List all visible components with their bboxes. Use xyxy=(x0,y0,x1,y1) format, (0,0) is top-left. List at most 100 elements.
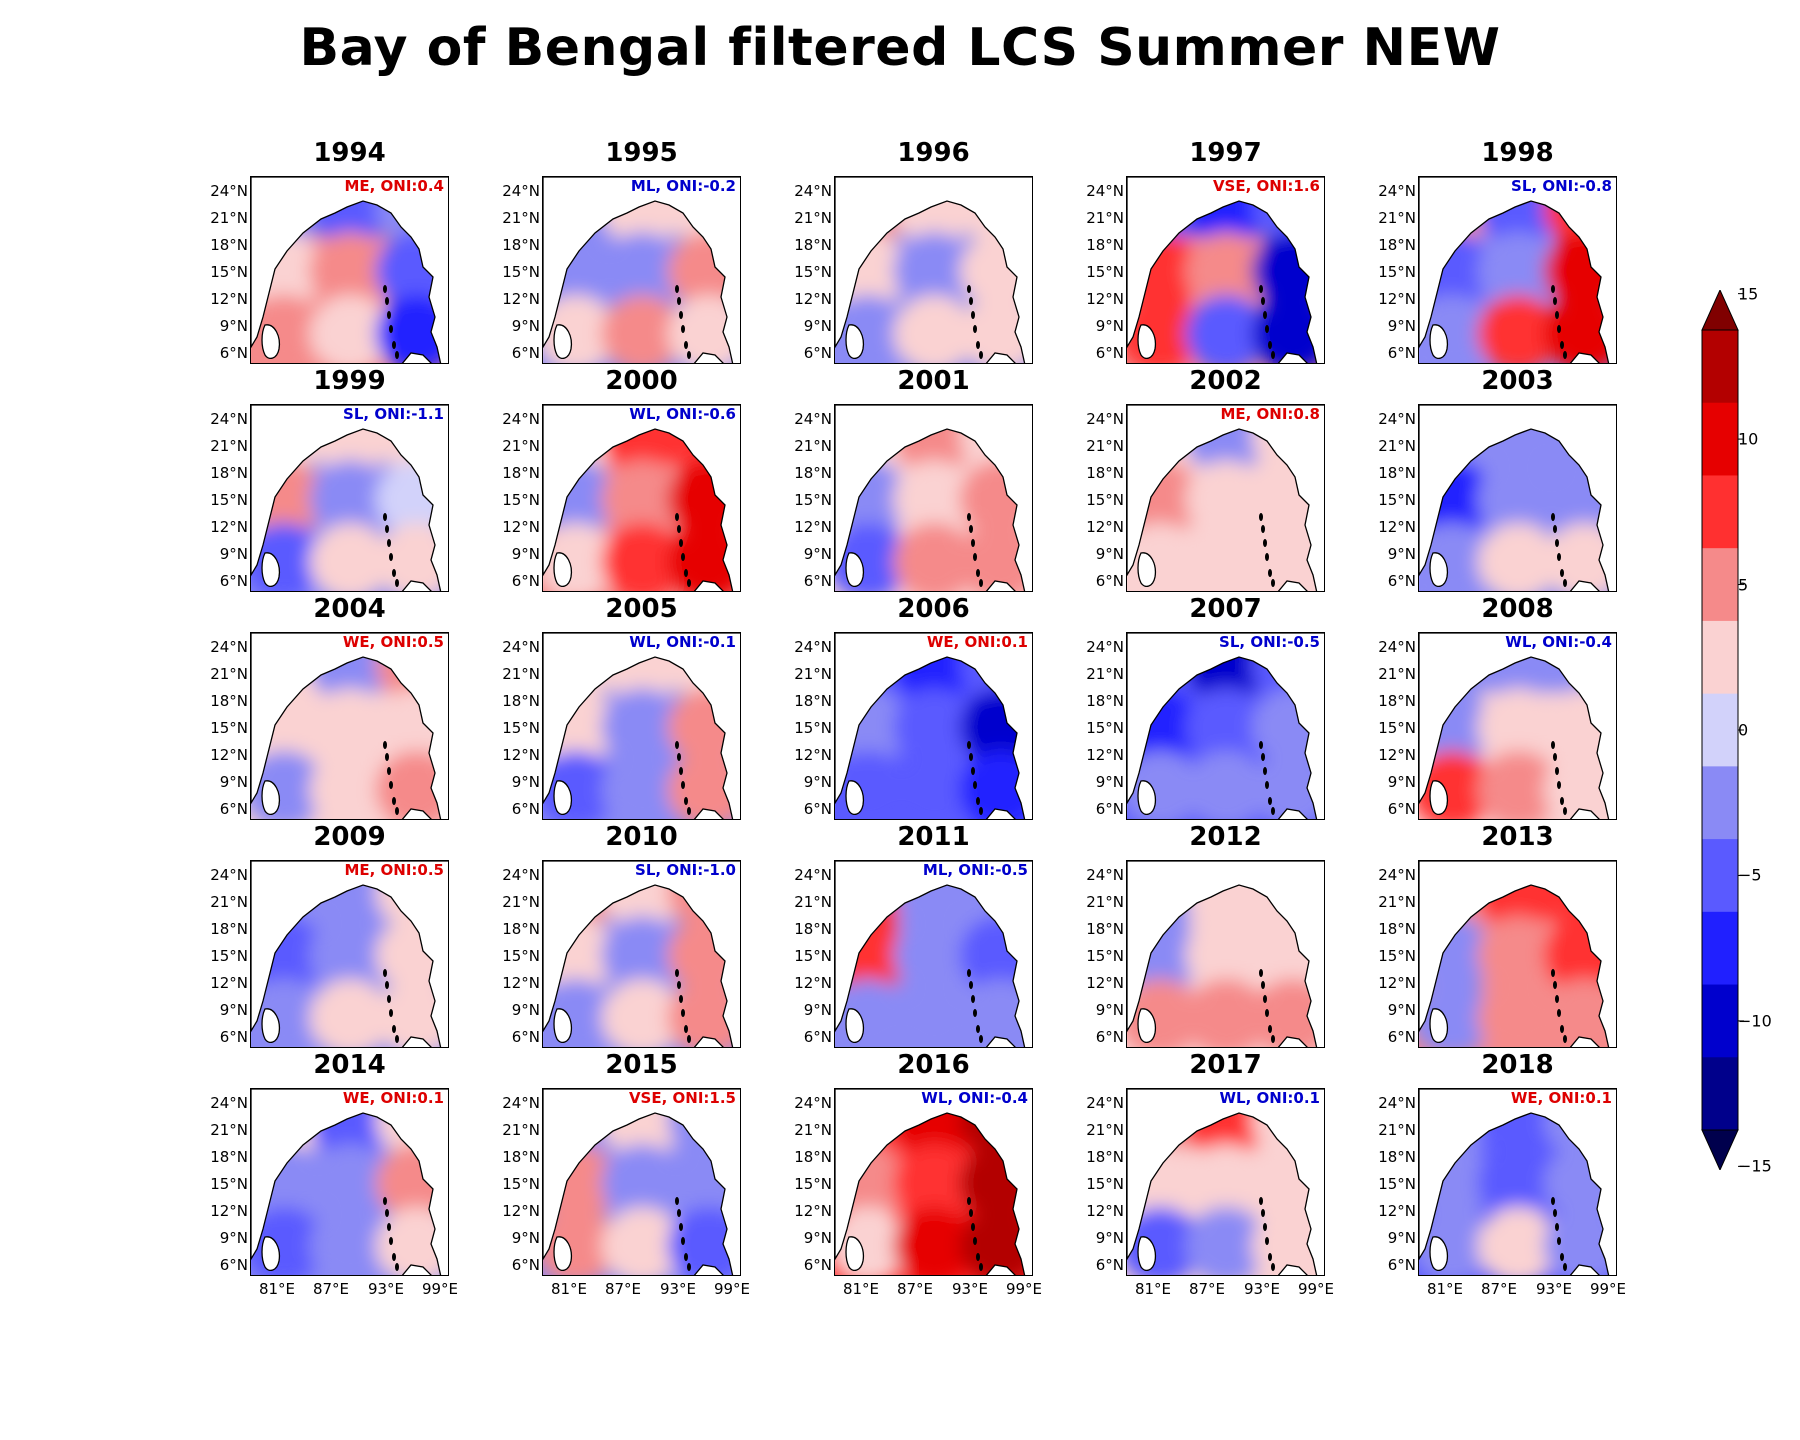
panel-year-title: 1997 xyxy=(1189,138,1262,168)
field-cell xyxy=(601,232,684,310)
latitude-ticks: 24°N 21°N 18°N 15°N 12°N 9°N 6°N xyxy=(778,1088,832,1276)
panel-map-area: ML, ONI:-0.5 xyxy=(834,860,1033,1048)
andaman-island xyxy=(385,981,389,989)
field-cell xyxy=(309,522,392,591)
anomaly-field xyxy=(1419,633,1616,819)
panel-year-title: 2002 xyxy=(1189,366,1262,396)
sri-lanka-outline xyxy=(1429,1008,1449,1044)
andaman-island xyxy=(1555,539,1559,547)
andaman-island xyxy=(1557,325,1561,333)
andaman-island xyxy=(1268,797,1272,805)
lat-tick-label: 18°N xyxy=(1086,1148,1124,1166)
latitude-ticks: 24°N 21°N 18°N 15°N 12°N 9°N 6°N xyxy=(1070,404,1124,592)
sumatra-outline xyxy=(693,352,724,363)
lon-tick-label: 93°E xyxy=(659,1280,697,1298)
field-cell xyxy=(1185,522,1268,591)
lat-tick-label: 6°N xyxy=(1095,572,1124,590)
lat-tick-label: 24°N xyxy=(1378,182,1416,200)
map-panel-2018: 2018 WE, ONI:0.1 24°N 21°N 18°N 15°N 12°N 9°N 6°… xyxy=(1378,1050,1626,1298)
field-cell xyxy=(309,688,392,766)
sumatra-outline xyxy=(693,580,724,591)
land-mask xyxy=(251,405,448,591)
sri-lanka-outline xyxy=(845,1236,865,1272)
panel-map-area: SL, ONI:-0.8 xyxy=(1418,176,1617,364)
panel-year-title: 1994 xyxy=(313,138,386,168)
andaman-island xyxy=(1560,1025,1564,1033)
andaman-island xyxy=(395,351,399,359)
sri-lanka-outline xyxy=(261,552,281,588)
sri-lanka-outline xyxy=(1429,1236,1449,1272)
map-panel-2013: 2013 24°N 21°N 18°N 15°N 12°N 9°N 6°N xyxy=(1378,822,1617,1048)
andaman-island xyxy=(1263,311,1267,319)
andaman-island xyxy=(387,311,391,319)
lat-tick-label: 21°N xyxy=(1086,665,1124,683)
lat-tick-label: 18°N xyxy=(502,1148,540,1166)
map-panel-1997: 1997 VSE, ONI:1.6 24°N 21°N 18°N 15°N 12°N 9°N 6… xyxy=(1086,138,1325,364)
anomaly-field xyxy=(835,633,1032,819)
andaman-island xyxy=(973,1009,977,1017)
andaman-island xyxy=(677,525,681,533)
colorbar-tick-label: 5 xyxy=(1738,575,1749,595)
lat-tick-label: 6°N xyxy=(1095,344,1124,362)
field-cell xyxy=(893,460,976,538)
lat-tick-label: 15°N xyxy=(794,719,832,737)
field-cell xyxy=(1185,657,1268,704)
map-panel-2010: 2010 SL, ONI:-1.0 24°N 21°N 18°N 15°N 12°N 9°N 6… xyxy=(502,822,741,1048)
panel-map-area: SL, ONI:-1.0 xyxy=(542,860,741,1048)
latitude-ticks: 24°N 21°N 18°N 15°N 12°N 9°N 6°N xyxy=(194,860,248,1048)
andaman-island xyxy=(1551,1197,1555,1205)
sumatra-outline xyxy=(401,1264,432,1275)
andaman-island xyxy=(385,753,389,761)
lat-tick-label: 24°N xyxy=(210,1094,248,1112)
lat-tick-label: 12°N xyxy=(210,1202,248,1220)
lat-tick-label: 12°N xyxy=(210,518,248,536)
lat-tick-label: 12°N xyxy=(1378,1202,1416,1220)
andaman-island xyxy=(1563,1263,1567,1271)
field-cell xyxy=(1477,1206,1560,1275)
andaman-island xyxy=(677,1209,681,1217)
andaman-island xyxy=(1551,285,1555,293)
lat-tick-label: 21°N xyxy=(794,209,832,227)
latitude-ticks: 24°N 21°N 18°N 15°N 12°N 9°N 6°N xyxy=(486,404,540,592)
lat-tick-label: 24°N xyxy=(794,866,832,884)
lat-tick-label: 24°N xyxy=(210,410,248,428)
lat-tick-label: 6°N xyxy=(511,1256,540,1274)
latitude-ticks: 24°N 21°N 18°N 15°N 12°N 9°N 6°N xyxy=(778,632,832,820)
panel-year-title: 2006 xyxy=(897,594,970,624)
lat-tick-label: 18°N xyxy=(794,464,832,482)
lat-tick-label: 18°N xyxy=(1086,920,1124,938)
lat-tick-label: 18°N xyxy=(502,692,540,710)
enso-annotation: WE, ONI:0.1 xyxy=(342,1089,444,1107)
andaman-island xyxy=(1263,767,1267,775)
andaman-island xyxy=(675,741,679,749)
sumatra-outline xyxy=(1277,352,1308,363)
andaman-island xyxy=(385,525,389,533)
andaman-island xyxy=(971,995,975,1003)
andaman-island xyxy=(1263,1223,1267,1231)
lat-tick-label: 9°N xyxy=(1387,1229,1416,1247)
enso-annotation: ML, ONI:-0.2 xyxy=(630,177,736,195)
sumatra-outline xyxy=(1277,1036,1308,1047)
andaman-island xyxy=(679,311,683,319)
lat-tick-label: 9°N xyxy=(219,317,248,335)
lat-tick-label: 12°N xyxy=(794,290,832,308)
enso-annotation: VSE, ONI:1.6 xyxy=(1212,177,1320,195)
lat-tick-label: 21°N xyxy=(1086,437,1124,455)
lat-tick-label: 12°N xyxy=(210,746,248,764)
andaman-island xyxy=(969,753,973,761)
field-cell xyxy=(309,978,392,1047)
andaman-island xyxy=(1271,1035,1275,1043)
colorbar-tick-label: −10 xyxy=(1738,1011,1772,1031)
lat-tick-label: 24°N xyxy=(210,182,248,200)
sumatra-outline xyxy=(1277,580,1308,591)
lat-tick-label: 15°N xyxy=(210,1175,248,1193)
lat-tick-label: 21°N xyxy=(502,893,540,911)
andaman-island xyxy=(383,513,387,521)
andaman-island xyxy=(973,781,977,789)
field-cell xyxy=(893,978,976,1047)
lat-tick-label: 9°N xyxy=(803,1229,832,1247)
panel-year-title: 1995 xyxy=(605,138,678,168)
andaman-island xyxy=(684,1253,688,1261)
lat-tick-label: 21°N xyxy=(210,437,248,455)
andaman-island xyxy=(675,1197,679,1205)
